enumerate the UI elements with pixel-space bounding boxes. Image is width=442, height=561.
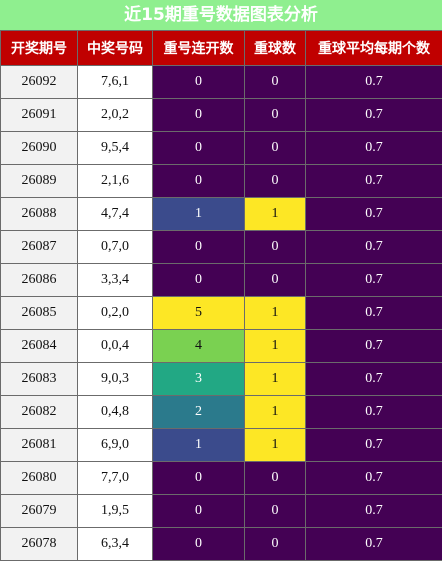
cell-winning-numbers: 2,0,2 — [78, 99, 153, 132]
cell-issue: 26087 — [1, 231, 78, 264]
cell-average: 0.7 — [306, 264, 442, 297]
cell-issue: 26080 — [1, 462, 78, 495]
cell-repeat-count: 0 — [245, 132, 306, 165]
cell-winning-numbers: 1,9,5 — [78, 495, 153, 528]
cell-issue: 26091 — [1, 99, 78, 132]
cell-consecutive-repeats: 1 — [153, 429, 245, 462]
header-issue: 开奖期号 — [1, 31, 78, 66]
cell-issue: 26082 — [1, 396, 78, 429]
cell-repeat-count: 1 — [245, 297, 306, 330]
cell-winning-numbers: 0,4,8 — [78, 396, 153, 429]
cell-winning-numbers: 2,1,6 — [78, 165, 153, 198]
cell-consecutive-repeats: 5 — [153, 297, 245, 330]
chart-title: 近15期重号数据图表分析 — [0, 0, 442, 30]
cell-average: 0.7 — [306, 198, 442, 231]
cell-issue: 26081 — [1, 429, 78, 462]
cell-average: 0.7 — [306, 132, 442, 165]
cell-winning-numbers: 3,3,4 — [78, 264, 153, 297]
cell-winning-numbers: 0,2,0 — [78, 297, 153, 330]
header-average-per-issue: 重球平均每期个数 — [306, 31, 442, 66]
cell-consecutive-repeats: 4 — [153, 330, 245, 363]
cell-average: 0.7 — [306, 99, 442, 132]
cell-average: 0.7 — [306, 297, 442, 330]
cell-issue: 26084 — [1, 330, 78, 363]
header-consecutive-repeats: 重号连开数 — [153, 31, 245, 66]
cell-repeat-count: 0 — [245, 264, 306, 297]
cell-winning-numbers: 6,9,0 — [78, 429, 153, 462]
cell-consecutive-repeats: 0 — [153, 264, 245, 297]
cell-average: 0.7 — [306, 330, 442, 363]
cell-repeat-count: 0 — [245, 462, 306, 495]
header-row: 开奖期号 中奖号码 重号连开数 重球数 重球平均每期个数 — [1, 31, 442, 66]
cell-average: 0.7 — [306, 528, 442, 561]
cell-issue: 26083 — [1, 363, 78, 396]
cell-repeat-count: 0 — [245, 231, 306, 264]
cell-winning-numbers: 7,6,1 — [78, 66, 153, 99]
cell-consecutive-repeats: 0 — [153, 66, 245, 99]
cell-issue: 26092 — [1, 66, 78, 99]
cell-issue: 26089 — [1, 165, 78, 198]
cell-winning-numbers: 4,7,4 — [78, 198, 153, 231]
cell-winning-numbers: 6,3,4 — [78, 528, 153, 561]
cell-average: 0.7 — [306, 429, 442, 462]
cell-repeat-count: 1 — [245, 363, 306, 396]
cell-average: 0.7 — [306, 363, 442, 396]
cell-issue: 26090 — [1, 132, 78, 165]
cell-average: 0.7 — [306, 66, 442, 99]
cell-winning-numbers: 9,0,3 — [78, 363, 153, 396]
cell-repeat-count: 0 — [245, 99, 306, 132]
cell-consecutive-repeats: 0 — [153, 132, 245, 165]
cell-winning-numbers: 9,5,4 — [78, 132, 153, 165]
cell-average: 0.7 — [306, 165, 442, 198]
cell-repeat-count: 1 — [245, 396, 306, 429]
cell-issue: 26088 — [1, 198, 78, 231]
cell-average: 0.7 — [306, 462, 442, 495]
cell-consecutive-repeats: 0 — [153, 495, 245, 528]
cell-consecutive-repeats: 0 — [153, 165, 245, 198]
cell-repeat-count: 0 — [245, 495, 306, 528]
cell-consecutive-repeats: 0 — [153, 231, 245, 264]
cell-winning-numbers: 7,7,0 — [78, 462, 153, 495]
cell-repeat-count: 1 — [245, 330, 306, 363]
cell-consecutive-repeats: 0 — [153, 99, 245, 132]
cell-issue: 26085 — [1, 297, 78, 330]
header-repeat-count: 重球数 — [245, 31, 306, 66]
cell-issue: 26079 — [1, 495, 78, 528]
header-winning-numbers: 中奖号码 — [78, 31, 153, 66]
cell-consecutive-repeats: 0 — [153, 528, 245, 561]
cell-consecutive-repeats: 2 — [153, 396, 245, 429]
cell-issue: 26078 — [1, 528, 78, 561]
cell-winning-numbers: 0,7,0 — [78, 231, 153, 264]
cell-repeat-count: 1 — [245, 198, 306, 231]
cell-repeat-count: 0 — [245, 528, 306, 561]
cell-consecutive-repeats: 3 — [153, 363, 245, 396]
cell-winning-numbers: 0,0,4 — [78, 330, 153, 363]
cell-repeat-count: 0 — [245, 66, 306, 99]
cell-repeat-count: 0 — [245, 165, 306, 198]
cell-issue: 26086 — [1, 264, 78, 297]
cell-repeat-count: 1 — [245, 429, 306, 462]
cell-consecutive-repeats: 1 — [153, 198, 245, 231]
cell-average: 0.7 — [306, 495, 442, 528]
cell-average: 0.7 — [306, 231, 442, 264]
cell-consecutive-repeats: 0 — [153, 462, 245, 495]
cell-average: 0.7 — [306, 396, 442, 429]
